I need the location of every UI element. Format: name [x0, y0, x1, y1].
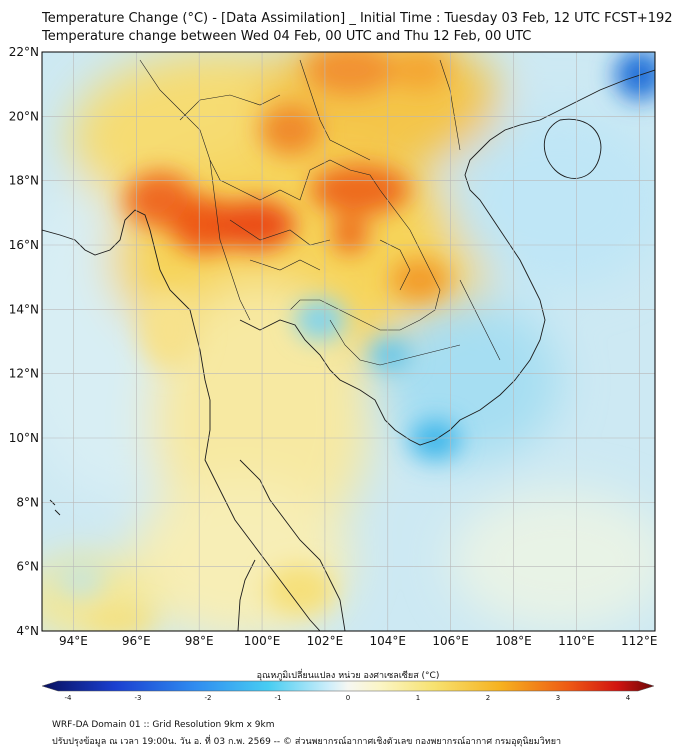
coastlines	[42, 69, 655, 631]
longitude-tick-label: 104°E	[370, 634, 407, 648]
colorbar-tick-label: -4	[65, 694, 73, 702]
map-title-line-2: Temperature change between Wed 04 Feb, 0…	[42, 29, 532, 44]
longitude-tick-label: 106°E	[432, 634, 469, 648]
longitude-axis: 94°E 96°E 98°E 100°E 102°E 104°E 106°E 108°E 110…	[59, 634, 658, 648]
colorbar-tick-label: -2	[205, 694, 212, 702]
colorbar-tick-label: 0	[346, 694, 350, 702]
footer-model-info: WRF-DA Domain 01 :: Grid Resolution 9km …	[52, 720, 275, 730]
colorbar-ticks: -4 -3 -2 -1 0 1 2 3 4	[65, 694, 631, 702]
longitude-tick-label: 94°E	[59, 634, 88, 648]
latitude-tick-label: 22°N	[9, 45, 39, 59]
latitude-tick-label: 16°N	[9, 238, 39, 252]
map-title-line-1: Temperature Change (°C) - [Data Assimila…	[42, 11, 673, 26]
latitude-tick-label: 14°N	[9, 302, 39, 316]
latitude-axis: 22°N 20°N 18°N 16°N 14°N 12°N 10°N 8°N 6°N 4°N	[9, 45, 39, 638]
colorbar-tick-label: 1	[416, 694, 420, 702]
longitude-tick-label: 112°E	[621, 634, 658, 648]
colorbar-tick-label: 3	[556, 694, 560, 702]
temperature-field	[42, 52, 655, 631]
longitude-tick-label: 110°E	[558, 634, 595, 648]
longitude-tick-label: 108°E	[495, 634, 532, 648]
latitude-tick-label: 6°N	[16, 560, 39, 574]
latitude-tick-label: 10°N	[9, 431, 39, 445]
map-frame	[41, 51, 656, 632]
latitude-tick-label: 20°N	[9, 109, 39, 123]
longitude-tick-label: 98°E	[185, 634, 214, 648]
footer-credits: ปรับปรุงข้อมูล ณ เวลา 19:00น. วัน อ. ที่…	[52, 737, 562, 747]
longitude-tick-label: 102°E	[307, 634, 344, 648]
latitude-tick-label: 18°N	[9, 174, 39, 188]
colorbar-tick-label: -3	[135, 694, 142, 702]
longitude-tick-label: 100°E	[244, 634, 281, 648]
latitude-tick-label: 12°N	[9, 367, 39, 381]
gridlines	[42, 52, 655, 631]
colorbar-tick-label: 2	[486, 694, 490, 702]
latitude-tick-label: 8°N	[16, 495, 39, 509]
colorbar-tick-label: 4	[626, 694, 631, 702]
longitude-tick-label: 96°E	[122, 634, 151, 648]
colorbar	[41, 680, 655, 692]
colorbar-tick-label: -1	[275, 694, 282, 702]
latitude-tick-label: 4°N	[16, 624, 39, 638]
colorbar-label: อุณหภูมิเปลี่ยนแปลง หน่วย องศาเซลเซียส (…	[257, 668, 440, 681]
